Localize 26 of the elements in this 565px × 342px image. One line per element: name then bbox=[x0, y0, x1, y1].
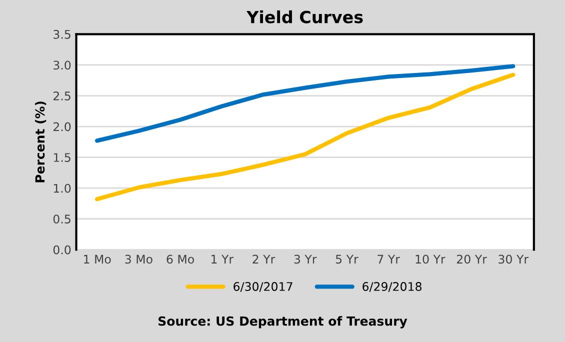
source-note: Source: US Department of Treasury bbox=[158, 316, 408, 328]
x-tick-label: 6 Mo bbox=[166, 254, 194, 264]
y-axis-title: Percent (%) bbox=[35, 102, 46, 182]
x-tick-label: 3 Yr bbox=[294, 254, 317, 264]
x-tick-label: 1 Mo bbox=[84, 254, 111, 264]
y-tick-label: 2.0 bbox=[54, 122, 71, 132]
x-tick-label: 3 Mo bbox=[125, 254, 152, 264]
x-tick-label: 2 Yr bbox=[252, 254, 276, 264]
y-tick-label: 2.5 bbox=[54, 91, 70, 100]
x-tick-label: 20 Yr bbox=[456, 254, 487, 264]
legend-label: 6/29/2018 bbox=[362, 282, 422, 292]
line-series bbox=[94, 72, 516, 202]
x-tick-label: 30 Yr bbox=[498, 254, 529, 264]
x-tick-label: 1 Yr bbox=[212, 254, 234, 264]
y-tick-label: 1.0 bbox=[54, 184, 71, 193]
x-tick-label: 10 Yr bbox=[416, 254, 446, 264]
x-tick-label: 7 Yr bbox=[378, 254, 400, 264]
y-tick-label: 0.0 bbox=[53, 245, 71, 254]
legend-label: 6/30/2017 bbox=[234, 282, 292, 292]
y-tick-label: 0.5 bbox=[53, 214, 70, 224]
y-tick-label: 3.5 bbox=[54, 30, 70, 39]
y-tick-label: 3.0 bbox=[54, 60, 71, 70]
x-tick-label: 5 Yr bbox=[336, 254, 358, 264]
chart-title: Yield Curves bbox=[246, 10, 363, 24]
y-tick-label: 1.5 bbox=[54, 153, 70, 162]
line-series bbox=[94, 64, 516, 143]
